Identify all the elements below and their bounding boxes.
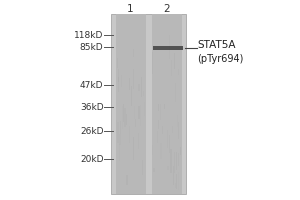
Text: 1: 1 [127, 4, 134, 14]
Bar [131, 86, 132, 106]
Bar [175, 83, 176, 102]
Bar [174, 152, 175, 173]
Bar [175, 183, 176, 188]
Bar [143, 91, 144, 96]
Bar [178, 172, 179, 190]
Text: 36kD: 36kD [80, 102, 104, 112]
Bar [119, 144, 120, 161]
Bar [144, 102, 145, 116]
Bar [122, 106, 123, 129]
Bar [118, 122, 119, 143]
Bar [117, 58, 118, 68]
Bar [121, 75, 122, 87]
Bar [160, 143, 162, 159]
Bar [138, 106, 140, 119]
Bar [153, 168, 154, 172]
Bar [164, 104, 165, 109]
Bar [135, 119, 136, 127]
Bar [134, 106, 135, 119]
Bar [158, 104, 159, 111]
Text: (pTyr694): (pTyr694) [197, 54, 244, 64]
Bar [178, 153, 179, 166]
Text: 20kD: 20kD [80, 154, 104, 164]
Bar [142, 160, 143, 175]
Bar [111, 14, 186, 194]
Bar [157, 131, 158, 143]
Bar [162, 126, 163, 134]
Bar [176, 152, 177, 170]
Text: STAT5A: STAT5A [197, 40, 236, 50]
Bar [152, 52, 153, 74]
Bar [127, 175, 128, 185]
Bar [133, 49, 134, 57]
Bar [153, 46, 183, 50]
Bar [123, 104, 124, 122]
Text: 2: 2 [163, 4, 170, 14]
Bar [133, 69, 134, 89]
Bar [178, 122, 179, 139]
Bar [126, 114, 128, 125]
Bar [118, 77, 119, 92]
Bar [120, 121, 122, 134]
Bar [138, 84, 140, 91]
Bar [152, 145, 153, 155]
Text: 47kD: 47kD [80, 81, 104, 90]
Bar [116, 14, 146, 194]
Text: 26kD: 26kD [80, 127, 104, 136]
Bar [158, 120, 159, 129]
Bar [124, 108, 126, 127]
Bar [169, 135, 170, 153]
Bar [180, 147, 181, 155]
Text: 118kD: 118kD [74, 30, 103, 40]
Bar [176, 174, 177, 189]
Bar [141, 77, 142, 97]
Bar [177, 115, 178, 127]
Bar [178, 69, 179, 75]
Bar [118, 69, 119, 82]
Bar [129, 78, 130, 90]
Bar [116, 120, 117, 133]
Bar [133, 137, 134, 160]
Bar [138, 133, 139, 149]
Bar [167, 130, 168, 148]
Bar [128, 126, 130, 143]
Bar [160, 104, 161, 120]
Bar [169, 35, 170, 59]
Bar [170, 149, 172, 173]
Bar [174, 53, 175, 69]
Bar [172, 126, 173, 133]
Bar [119, 134, 121, 145]
Bar [167, 166, 169, 170]
Text: 85kD: 85kD [80, 43, 104, 51]
Bar [173, 166, 174, 185]
Bar [140, 105, 141, 126]
Bar [171, 60, 172, 76]
Bar [152, 14, 182, 194]
